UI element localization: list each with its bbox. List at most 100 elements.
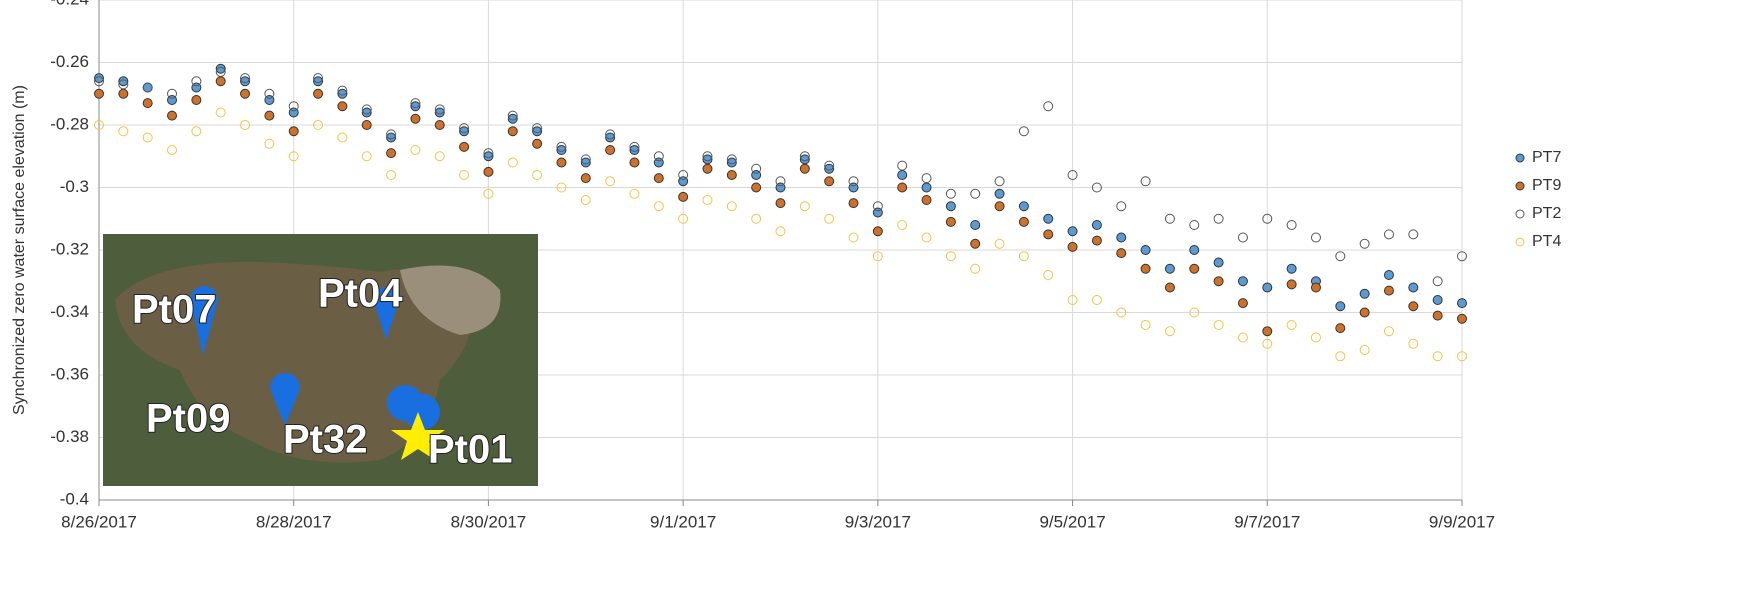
point [775,176,786,187]
point [726,201,737,212]
legend-marker [1515,153,1525,163]
point [191,76,202,87]
point [1335,301,1346,312]
point [629,157,640,168]
point [678,191,689,202]
point [1213,257,1224,268]
point [532,138,543,149]
point [1018,126,1029,137]
point [1310,282,1321,293]
point [313,88,324,99]
point [1237,276,1248,287]
point [507,126,518,137]
point [1091,295,1102,305]
point [1067,226,1078,237]
y-tick-label: -0.3 [60,177,89,196]
point [1383,270,1394,280]
point [215,76,226,87]
point [702,163,713,174]
point [994,201,1005,212]
point [483,151,494,162]
point [434,120,445,130]
point [94,73,104,84]
point [580,195,591,205]
point [459,126,470,137]
point [1116,307,1127,318]
point [1116,201,1127,212]
y-tick-label: -0.34 [50,302,89,321]
point [824,163,835,174]
point [799,151,810,162]
point [775,198,786,209]
point [945,251,956,262]
point [94,120,104,130]
point [751,163,762,174]
x-tick-label: 8/26/2017 [61,512,137,531]
point [142,82,153,93]
point [726,170,737,180]
point [142,98,153,109]
point [848,232,859,243]
point [167,110,178,121]
point [897,160,908,171]
point [1213,276,1224,287]
point [799,201,810,212]
point [288,151,299,162]
point [1164,326,1175,337]
point [897,220,908,230]
y-tick-label: -0.36 [50,364,89,383]
point [726,157,737,168]
point [921,232,932,243]
point [483,148,494,159]
point [532,126,543,137]
point [1018,251,1029,262]
point [1335,323,1346,334]
point [1432,276,1443,287]
point [386,148,397,159]
point [848,198,859,209]
point [580,173,591,184]
point [386,132,397,143]
point [970,220,981,230]
point [483,166,494,177]
point [605,132,616,143]
point [775,226,786,237]
map-label: Pt04 [318,272,403,316]
point [191,126,202,137]
point [434,151,445,162]
point [678,170,689,180]
point [970,238,981,249]
point [288,126,299,137]
point [1262,326,1273,337]
point [994,176,1005,187]
x-tick-label: 9/7/2017 [1234,512,1300,531]
map-label: Pt07 [132,288,217,332]
point [970,263,981,274]
point [507,157,518,168]
point [653,151,664,162]
point [994,188,1005,199]
point [1140,176,1151,187]
star [391,412,445,460]
points [94,63,1467,362]
point [507,113,518,124]
point [872,251,883,262]
point [1408,282,1419,293]
point [386,170,397,180]
point [1383,326,1394,337]
point [1018,216,1029,227]
point [410,113,421,124]
point [264,110,275,121]
point [313,120,324,130]
point [824,176,835,187]
legend: PT7 PT9 PT2 PT4 [1515,149,1561,250]
point [1286,320,1297,330]
point [1237,332,1248,343]
point [751,182,762,193]
point [361,120,372,130]
point [1359,288,1370,299]
point [1189,263,1200,274]
legend-label: PT7 [1532,149,1561,166]
point [556,182,567,193]
